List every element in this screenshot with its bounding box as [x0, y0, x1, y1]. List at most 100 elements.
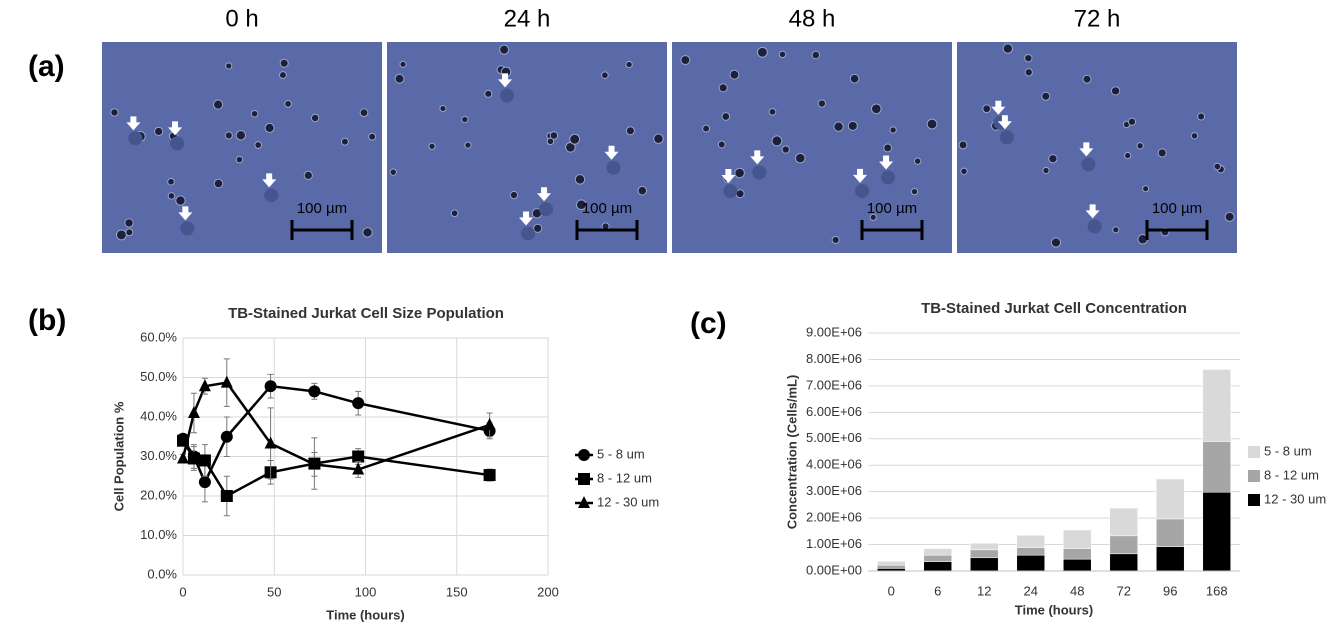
y-tick-label: 3.00E+06 — [806, 483, 862, 498]
cell — [734, 167, 745, 179]
cell — [1041, 91, 1051, 101]
cell — [549, 131, 559, 140]
cell — [913, 157, 922, 165]
cell — [870, 103, 882, 115]
legend-swatch — [1248, 446, 1260, 458]
marker — [198, 379, 211, 392]
x-tick-label: 6 — [934, 583, 941, 598]
y-tick-label: 0.00E+00 — [806, 562, 862, 577]
arrow — [537, 187, 552, 202]
arrow — [178, 206, 193, 221]
cell — [718, 83, 728, 93]
cell — [721, 112, 731, 121]
bar-segment — [970, 557, 999, 572]
micrograph — [102, 42, 382, 253]
stained-cell — [500, 88, 515, 103]
bar-segment — [1202, 491, 1231, 572]
marker — [483, 417, 496, 430]
cell — [225, 62, 233, 70]
marker — [177, 451, 189, 464]
cell — [817, 99, 827, 108]
cell — [1082, 74, 1092, 84]
cell — [1157, 148, 1167, 158]
y-tick-label: 0.0% — [147, 566, 177, 581]
cell — [250, 109, 259, 118]
y-tick-label: 40.0% — [140, 408, 177, 423]
legend-marker — [578, 496, 590, 508]
cell — [574, 174, 586, 185]
cell — [889, 126, 897, 134]
chart-title: TB-Stained Jurkat Cell Size Population — [228, 305, 504, 322]
x-tick-label: 96 — [1163, 583, 1177, 598]
stained-cell — [521, 226, 536, 241]
x-axis-title: Time (hours) — [1015, 602, 1094, 617]
marker — [352, 462, 365, 475]
cell — [1112, 226, 1120, 234]
panel-label: (a) — [28, 50, 65, 83]
legend-label: 5 - 8 um — [597, 446, 645, 461]
cell — [464, 141, 472, 149]
micrograph — [672, 42, 952, 253]
cell — [1136, 142, 1144, 150]
cell — [1197, 112, 1206, 121]
cell — [284, 100, 292, 108]
bar-segment — [1016, 547, 1045, 556]
y-tick-label: 4.00E+06 — [806, 457, 862, 472]
cell — [124, 218, 134, 228]
y-tick-label: 20.0% — [140, 487, 177, 502]
scale-label: 100 µm — [297, 200, 347, 217]
cell — [1127, 117, 1137, 126]
x-tick-label: 0 — [179, 584, 186, 599]
cell — [254, 141, 263, 149]
bar-segment — [1063, 548, 1092, 560]
cell — [756, 46, 768, 58]
cell — [1213, 162, 1222, 171]
x-axis-title: Time (hours) — [326, 607, 405, 622]
cell — [569, 133, 581, 145]
cell — [778, 50, 787, 59]
scale-bar — [860, 220, 924, 240]
cell — [310, 113, 320, 123]
y-tick-label: 1.00E+06 — [806, 536, 862, 551]
image-title: 72 h — [1074, 5, 1121, 32]
cell — [362, 227, 373, 238]
legend-label: 8 - 12 um — [597, 470, 652, 485]
scale-label: 100 µm — [582, 200, 632, 217]
bar-segment — [1016, 554, 1045, 572]
cell — [958, 140, 968, 150]
cell — [484, 89, 493, 98]
legend-label: 8 - 12 um — [1264, 467, 1319, 482]
marker — [352, 397, 365, 410]
micrograph — [957, 42, 1237, 253]
y-tick-label: 9.00E+06 — [806, 324, 862, 339]
cell — [811, 50, 821, 60]
cell — [771, 135, 783, 147]
y-tick-label: 60.0% — [140, 329, 177, 344]
x-tick-label: 72 — [1117, 583, 1131, 598]
cell — [1224, 211, 1235, 222]
x-tick-label: 12 — [977, 583, 991, 598]
cell — [625, 126, 635, 136]
scale-label: 100 µm — [1152, 200, 1202, 217]
cell — [213, 178, 224, 189]
cell — [213, 99, 224, 110]
cell — [461, 115, 469, 124]
bar-segment — [1063, 558, 1092, 572]
marker — [264, 380, 277, 393]
bar-segment — [923, 554, 952, 562]
cell — [1024, 53, 1033, 63]
cell — [729, 69, 740, 80]
cell — [175, 195, 186, 206]
cell — [499, 44, 510, 55]
legend-marker — [578, 473, 590, 485]
cell — [1050, 237, 1062, 248]
y-axis-title: Concentration (Cells/mL) — [784, 375, 799, 530]
cell — [359, 108, 369, 118]
arrow — [1085, 204, 1100, 219]
cell — [576, 199, 587, 211]
cell — [167, 192, 176, 200]
cell — [546, 137, 555, 146]
cell — [794, 152, 806, 164]
legend-swatch — [1248, 494, 1260, 506]
